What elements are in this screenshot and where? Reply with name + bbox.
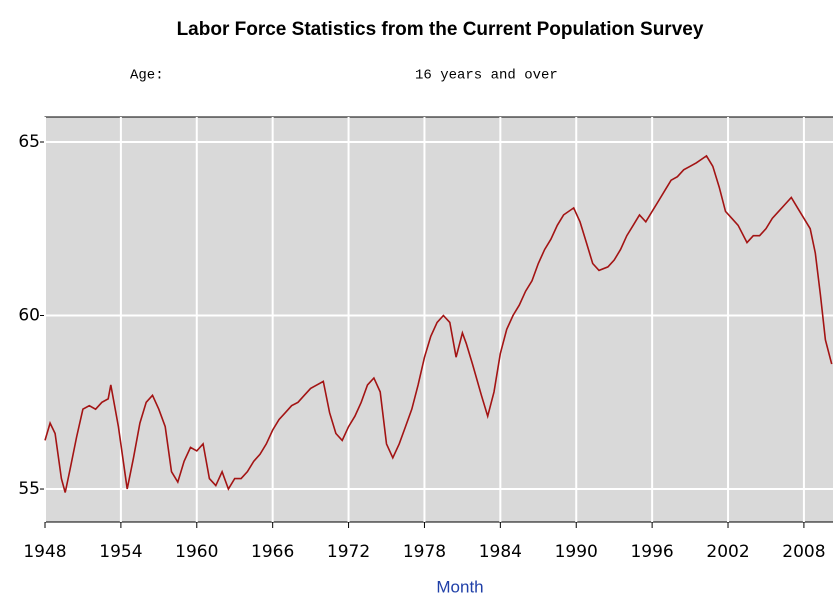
x-tick-label: 2002 bbox=[706, 542, 749, 562]
x-tick-label: 2008 bbox=[782, 542, 825, 562]
x-axis-label: Month bbox=[436, 577, 483, 596]
x-tick-label: 1972 bbox=[327, 542, 370, 562]
x-tick-label: 1978 bbox=[403, 542, 446, 562]
x-tick-label: 1960 bbox=[175, 542, 218, 562]
x-tick-label: 1996 bbox=[630, 542, 673, 562]
x-tick-label: 1966 bbox=[251, 542, 294, 562]
y-tick-label: 60 bbox=[18, 306, 40, 326]
age-label: Age: bbox=[130, 68, 164, 84]
y-tick-label: 65 bbox=[18, 132, 40, 152]
x-tick-label: 1990 bbox=[555, 542, 598, 562]
x-tick-label: 1954 bbox=[99, 542, 142, 562]
chart-title: Labor Force Statistics from the Current … bbox=[177, 19, 704, 40]
age-value: 16 years and over bbox=[415, 68, 558, 84]
data-line bbox=[44, 154, 833, 493]
x-tick-label: 1948 bbox=[23, 542, 66, 562]
x-tick-label: 1984 bbox=[479, 542, 522, 562]
y-tick-label: 55 bbox=[18, 479, 40, 499]
